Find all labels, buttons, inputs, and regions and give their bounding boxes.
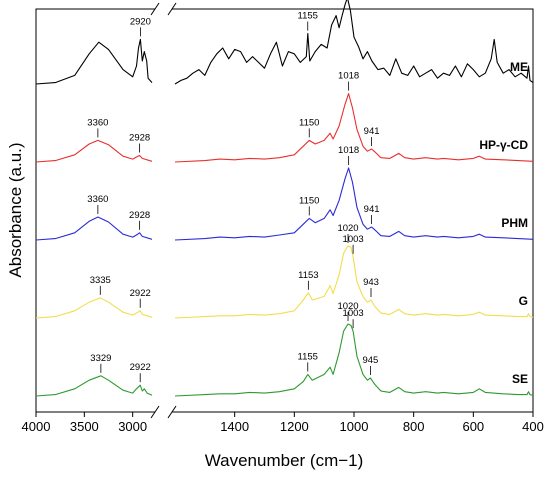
peak-label: 2922 bbox=[130, 362, 151, 373]
peak-label: 3335 bbox=[90, 275, 111, 286]
plot-frame bbox=[35, 8, 534, 413]
series-line bbox=[174, 245, 534, 319]
x-tick-label: 3500 bbox=[70, 419, 99, 434]
x-tick-label: 600 bbox=[462, 419, 484, 434]
axis-break-gap bbox=[155, 7, 172, 11]
peak-label: 3329 bbox=[90, 353, 111, 364]
peak-label: 941 bbox=[364, 204, 380, 215]
x-tick-label: 1200 bbox=[280, 419, 309, 434]
series-label: G bbox=[519, 294, 528, 308]
axis-break-slash-bottom bbox=[167, 405, 177, 419]
series-line bbox=[174, 323, 534, 397]
axis-break-marker bbox=[150, 2, 177, 419]
peak-label: 2928 bbox=[129, 133, 150, 144]
series-label: HP-γ-CD bbox=[479, 138, 528, 152]
series-line bbox=[35, 216, 153, 241]
series-line bbox=[174, 0, 534, 85]
series-line bbox=[174, 93, 534, 163]
peak-label: 3360 bbox=[87, 194, 108, 205]
x-tick-label: 3000 bbox=[118, 419, 147, 434]
x-tick-label: 1400 bbox=[220, 419, 249, 434]
peak-label: 3360 bbox=[87, 117, 108, 128]
peak-label: 1153 bbox=[298, 270, 318, 281]
series-line bbox=[35, 38, 153, 85]
peak-label: 943 bbox=[363, 277, 379, 288]
axis-break-gap bbox=[155, 410, 172, 414]
peak-label: 1020 bbox=[337, 301, 358, 312]
peak-label: 1155 bbox=[298, 11, 318, 22]
peak-label: 945 bbox=[362, 355, 378, 366]
series-labels: ME HP-γ-CD PHM G SE bbox=[479, 60, 528, 386]
peak-label: 2922 bbox=[130, 288, 151, 299]
x-axis-title: Wavenumber (cm−1) bbox=[205, 451, 364, 470]
series-label: ME bbox=[510, 60, 528, 74]
peak-label: 1018 bbox=[338, 71, 359, 82]
peak-label: 1003 bbox=[343, 308, 364, 319]
peak-label: 1150 bbox=[299, 117, 319, 128]
series-line bbox=[35, 139, 153, 163]
peak-label: 2920 bbox=[130, 16, 151, 27]
peak-label: 941 bbox=[364, 126, 380, 137]
series-label: PHM bbox=[501, 216, 528, 230]
peak-label: 1003 bbox=[343, 234, 364, 245]
x-tick-label: 1000 bbox=[340, 419, 369, 434]
x-tick-label: 400 bbox=[522, 419, 544, 434]
series-line bbox=[174, 167, 534, 241]
peak-label: 1155 bbox=[298, 351, 318, 362]
y-axis-title: Absorbance (a.u.) bbox=[6, 142, 25, 277]
series-line bbox=[35, 375, 153, 397]
peak-annotations: 2920115510223360292811501018941336029281… bbox=[87, 11, 380, 383]
peak-label: 2928 bbox=[129, 210, 150, 221]
x-axis-ticks: 4000 3500 3000 1400 1200 1000 800 600 400 bbox=[22, 412, 544, 434]
peak-label: 1018 bbox=[338, 145, 359, 156]
series-label: SE bbox=[512, 372, 528, 386]
axis-break-slash-top bbox=[150, 2, 160, 16]
x-tick-label: 800 bbox=[403, 419, 425, 434]
spectra-traces bbox=[35, 0, 534, 397]
peak-label: 1150 bbox=[299, 195, 319, 206]
peak-label: 1020 bbox=[337, 223, 358, 234]
axis-break-slash-top bbox=[167, 2, 177, 16]
axis-break-slash-bottom bbox=[150, 405, 160, 419]
x-tick-label: 4000 bbox=[22, 419, 51, 434]
series-line bbox=[35, 297, 153, 319]
